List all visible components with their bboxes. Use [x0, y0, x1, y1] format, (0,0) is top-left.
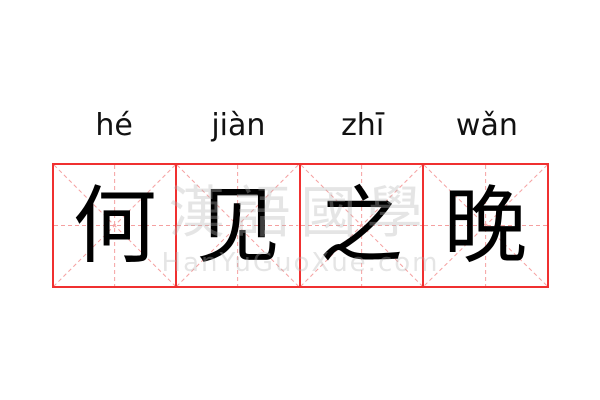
- character-cell: 晚: [424, 165, 547, 286]
- pinyin-3: zhī: [341, 108, 385, 143]
- character-3: 之: [319, 176, 404, 275]
- guide-line: [424, 165, 547, 286]
- pinyin-1: hé: [95, 108, 133, 143]
- guide-line: [54, 165, 175, 286]
- guide-lines: [177, 165, 298, 286]
- character-grid: 何 见 之 晚: [52, 163, 549, 288]
- character-1: 何: [72, 176, 157, 275]
- pinyin-2: jiàn: [211, 108, 266, 143]
- pinyin-row: hé jiàn zhī wǎn: [52, 104, 549, 148]
- pinyin-4: wǎn: [455, 108, 518, 143]
- guide-lines: [301, 165, 422, 286]
- guide-line: [301, 165, 422, 286]
- character-2: 见: [195, 176, 280, 275]
- character-cell: 见: [177, 165, 301, 286]
- character-4: 晚: [443, 176, 528, 275]
- guide-lines: [424, 165, 547, 286]
- character-cell: 何: [54, 165, 178, 286]
- character-cell: 之: [301, 165, 424, 286]
- guide-lines: [54, 165, 175, 286]
- guide-line: [177, 165, 298, 286]
